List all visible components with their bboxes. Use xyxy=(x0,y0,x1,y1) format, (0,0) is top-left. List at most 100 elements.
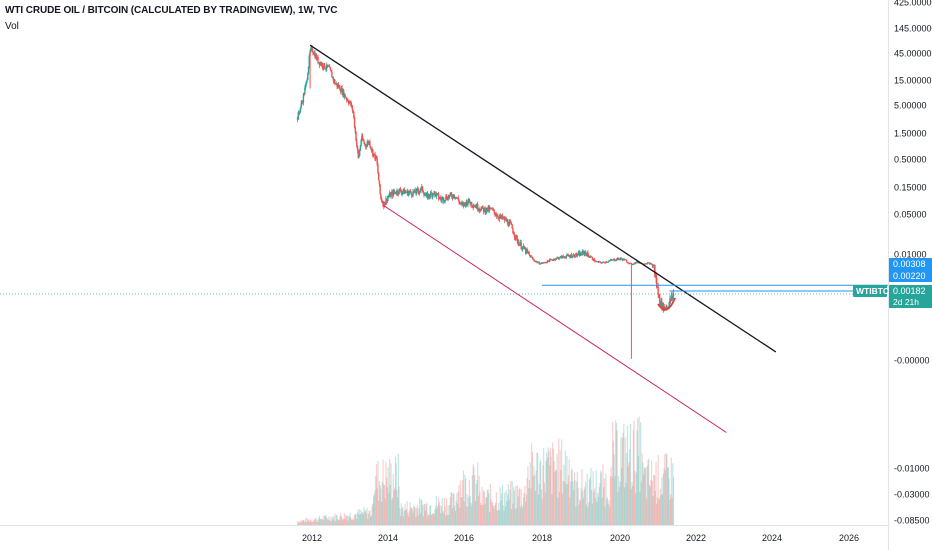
candle-body xyxy=(412,191,414,196)
candle-body xyxy=(627,262,629,264)
candle-body xyxy=(549,259,552,261)
volume-bar xyxy=(348,517,351,525)
candle-body xyxy=(400,191,403,194)
candle-body xyxy=(374,153,376,160)
volume-bar xyxy=(488,493,490,525)
volume-bar xyxy=(670,457,672,525)
volume-bar xyxy=(439,505,441,525)
volume-bar xyxy=(302,519,305,525)
volume-bar xyxy=(582,491,584,525)
candle-body xyxy=(378,180,381,185)
candle-body xyxy=(503,217,506,221)
candle-body xyxy=(473,206,476,207)
volume-bar xyxy=(626,425,629,525)
symbol-badge[interactable]: WTIBTC xyxy=(856,286,889,296)
volume-bar xyxy=(407,513,409,525)
candle-body xyxy=(611,259,614,261)
volume-bar xyxy=(603,478,606,525)
volume-bar xyxy=(589,477,591,525)
candle-body xyxy=(323,63,325,69)
volume-indicator-label[interactable]: Vol xyxy=(5,21,19,32)
volume-bar xyxy=(497,510,499,525)
volume-bar xyxy=(300,521,302,525)
volume-bar xyxy=(556,453,558,525)
volume-bar xyxy=(319,519,321,525)
candle-body xyxy=(422,190,424,194)
volume-bar xyxy=(334,513,336,525)
candle-body xyxy=(650,263,652,265)
candle-body xyxy=(480,208,483,211)
candle-body xyxy=(327,66,329,67)
volume-bar xyxy=(528,480,531,525)
candle-body xyxy=(625,259,627,261)
volume-bar xyxy=(558,491,561,525)
volume-bar xyxy=(644,469,646,525)
candle-body xyxy=(371,149,373,151)
candle-body xyxy=(409,190,411,192)
candle-body xyxy=(589,257,591,258)
candle-body xyxy=(568,255,570,257)
candle-body xyxy=(575,253,578,256)
candle-body xyxy=(648,262,651,265)
volume-bar xyxy=(453,493,455,525)
candle-body xyxy=(479,209,481,211)
candle-body xyxy=(369,141,371,147)
candle-body xyxy=(444,200,446,202)
candle-body xyxy=(666,306,668,309)
y-tick-label: -0.00000 xyxy=(894,356,930,366)
trendline-lower[interactable] xyxy=(383,205,727,433)
candle-body xyxy=(590,256,593,258)
volume-bar xyxy=(646,465,648,525)
x-tick-label: 2016 xyxy=(454,533,474,543)
candle-body xyxy=(671,295,673,299)
volume-bar xyxy=(597,496,600,525)
candle-body xyxy=(544,262,546,264)
candle-body xyxy=(539,263,542,265)
candle-body xyxy=(552,259,555,261)
volume-bar xyxy=(296,521,299,525)
candle-body xyxy=(530,256,533,258)
volume-bar xyxy=(623,424,625,525)
volume-bar xyxy=(377,460,379,525)
cup-arc-drawing[interactable] xyxy=(657,297,676,311)
candle-body xyxy=(598,261,600,263)
volume-bar xyxy=(447,504,449,525)
y-tick-label: 1.50000 xyxy=(894,129,927,139)
candle-body xyxy=(536,261,538,263)
candle-body xyxy=(340,87,343,92)
candle-body xyxy=(515,235,518,238)
candle-body xyxy=(501,215,504,219)
candle-body xyxy=(576,255,579,256)
volume-bar xyxy=(631,485,634,525)
volume-bar xyxy=(552,448,555,525)
candle-body xyxy=(582,251,585,252)
candle-body xyxy=(425,194,427,196)
candle-body xyxy=(574,256,576,258)
candle-body xyxy=(354,127,356,132)
volume-bar xyxy=(483,491,486,525)
candle-body xyxy=(424,194,426,196)
volume-bar xyxy=(452,493,454,525)
candle-body xyxy=(319,62,321,66)
candle-body xyxy=(375,155,377,160)
candle-body xyxy=(298,112,300,114)
volume-bar xyxy=(523,492,525,525)
volume-bar xyxy=(338,520,340,525)
volume-bar xyxy=(474,500,477,525)
chart-title: WTI CRUDE OIL / BITCOIN (CALCULATED BY T… xyxy=(5,5,338,16)
candle-body xyxy=(443,201,446,202)
candle-body xyxy=(616,258,618,261)
candle-body xyxy=(332,76,335,81)
candle-body xyxy=(509,221,512,224)
volume-bar xyxy=(604,507,606,525)
candle-body xyxy=(644,263,646,265)
volume-bar xyxy=(569,497,571,525)
volume-bar xyxy=(494,504,496,525)
candle-body xyxy=(407,190,409,196)
candle-body xyxy=(498,216,501,219)
trendline-upper[interactable] xyxy=(309,44,777,353)
volume-bar xyxy=(615,423,618,525)
volume-bar xyxy=(410,507,412,525)
candle-body xyxy=(359,145,362,151)
